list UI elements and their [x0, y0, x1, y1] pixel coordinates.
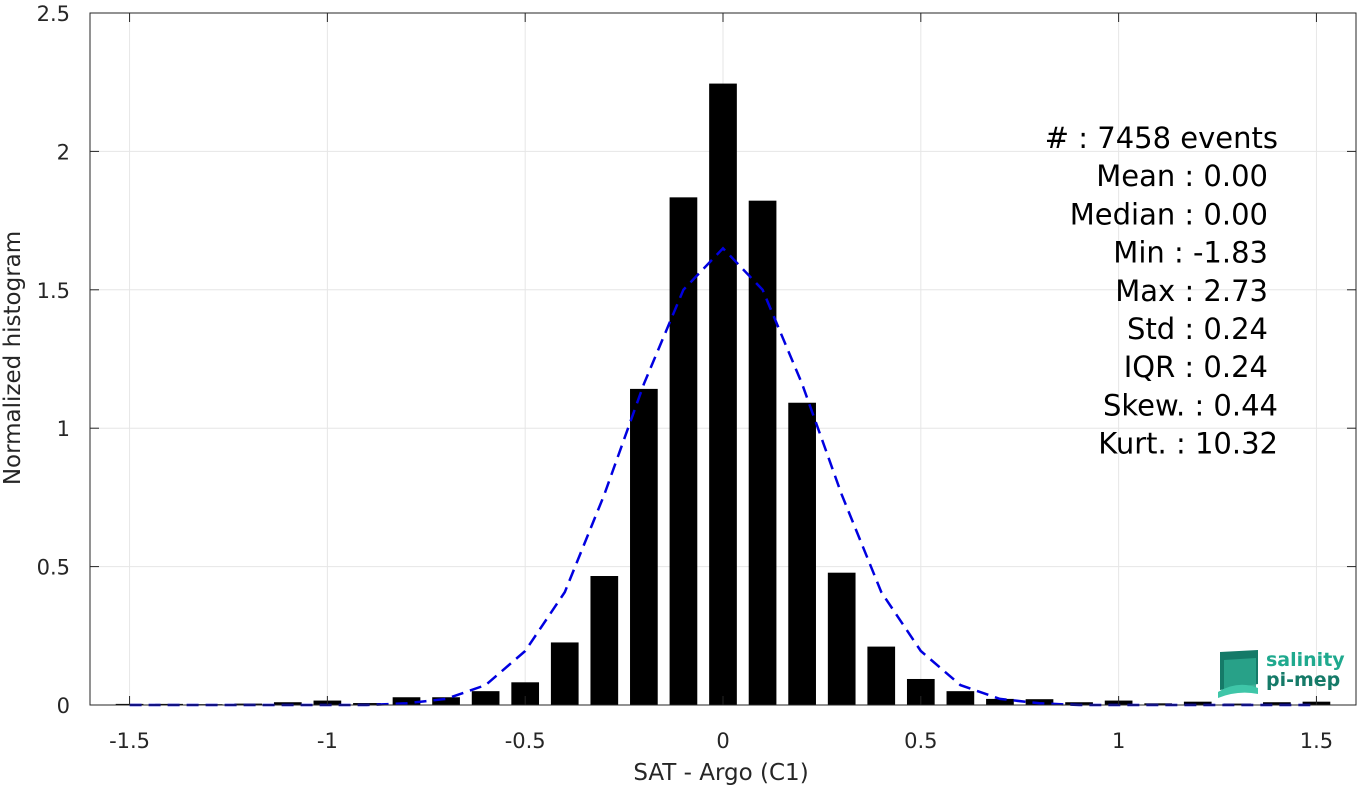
- x-tick-label: 0.5: [904, 729, 937, 753]
- y-axis-label: Normalized histogram: [0, 231, 26, 485]
- y-tick-label: 2: [57, 140, 70, 164]
- stats-line: Max : 2.73: [1115, 274, 1268, 308]
- x-tick-labels: -1.5 -1 -0.5 0 0.5 1 1.5: [109, 729, 1333, 753]
- axis-ticks: [90, 12, 1356, 706]
- stats-line: Mean : 0.00: [1096, 159, 1268, 193]
- histogram-bar: [827, 572, 856, 705]
- y-tick-label: 2.5: [37, 2, 70, 26]
- histogram-bar: [432, 697, 460, 705]
- y-tick-label: 0.5: [37, 556, 70, 580]
- histogram-bar: [1183, 701, 1212, 705]
- histogram-bar: [1223, 703, 1252, 705]
- stats-line: IQR : 0.24: [1124, 350, 1268, 384]
- stats-line: Kurt. : 10.32: [1098, 427, 1278, 461]
- stats-line: Std : 0.24: [1127, 312, 1268, 346]
- histogram-bar: [946, 691, 975, 705]
- statistics-box: # : 7458 events Mean : 0.00 Median : 0.00 M…: [1045, 121, 1278, 461]
- histogram-bar: [788, 402, 816, 705]
- logo-line2: pi-mep: [1266, 669, 1340, 691]
- logo-icon: [1218, 650, 1258, 698]
- x-tick-label: -0.5: [505, 729, 546, 753]
- stats-line: # : 7458 events: [1045, 121, 1278, 155]
- logo-line1: salinity: [1266, 649, 1345, 671]
- histogram-bar: [471, 691, 500, 705]
- stats-line: Median : 0.00: [1070, 197, 1268, 231]
- histogram-bar: [1065, 702, 1093, 705]
- y-tick-label: 1.5: [37, 279, 70, 303]
- histogram-bar: [986, 698, 1014, 705]
- histogram-bar: [392, 697, 421, 705]
- histogram-bar: [709, 83, 737, 706]
- salinity-pi-mep-logo: salinity pi-mep: [1218, 649, 1345, 698]
- x-axis-label: SAT - Argo (C1): [633, 760, 808, 786]
- stats-line: Min : -1.83: [1113, 236, 1268, 270]
- stats-line: Skew. : 0.44: [1103, 388, 1278, 422]
- histogram-bar: [590, 576, 619, 705]
- y-tick-label: 0: [57, 694, 70, 718]
- histogram-bar: [550, 642, 579, 705]
- histogram-bar: [669, 197, 698, 705]
- x-tick-label: 1.5: [1300, 729, 1333, 753]
- x-tick-label: -1.5: [109, 729, 150, 753]
- histogram-bar: [511, 682, 540, 705]
- histogram-bar: [867, 646, 896, 705]
- x-tick-label: 1: [1112, 729, 1125, 753]
- histogram-bar: [273, 702, 302, 705]
- x-tick-label: 0: [716, 729, 729, 753]
- y-tick-labels: 0 0.5 1 1.5 2 2.5: [37, 2, 70, 718]
- histogram-bar: [630, 388, 658, 705]
- histogram-bars: [115, 83, 1331, 706]
- histogram-bar: [748, 200, 777, 705]
- y-tick-label: 1: [57, 417, 70, 441]
- histogram-bar: [1263, 702, 1291, 705]
- x-tick-label: -1: [317, 729, 338, 753]
